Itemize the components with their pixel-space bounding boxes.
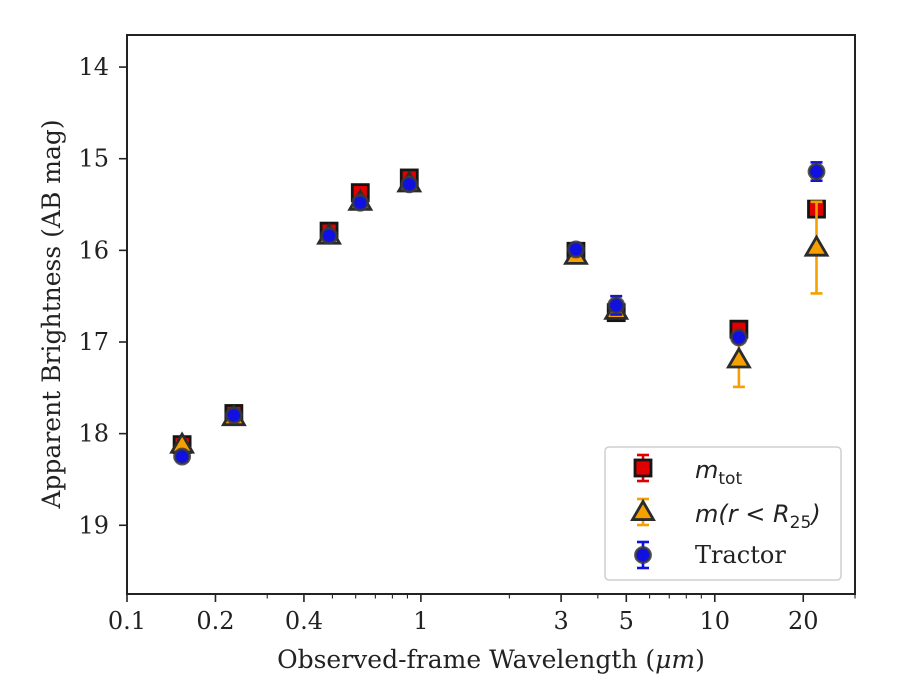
y-tick-label: 16 (78, 236, 109, 264)
data-markers (169, 161, 830, 466)
tractor-point (173, 447, 192, 466)
plot-area (126, 34, 856, 595)
tractor-point (729, 328, 748, 347)
x-axis-label: Observed-frame Wavelength (μm) (277, 645, 705, 674)
legend-label-mr25: m(r < R25) (695, 500, 821, 533)
y-axis: 14 15 16 17 18 19 (78, 53, 127, 539)
series-mtot (172, 168, 826, 455)
x-tick-label: 1 (413, 607, 428, 635)
plot-frame (126, 34, 856, 595)
legend-marker (634, 546, 652, 564)
x-tick-label: 0.4 (285, 607, 323, 635)
mr25-point (725, 346, 752, 369)
legend-symbol-tractor (634, 540, 652, 570)
x-tick-label: 5 (619, 607, 634, 635)
legend-symbol-mtot (633, 453, 653, 483)
x-tick-label: 3 (553, 607, 568, 635)
tractor-point (400, 175, 419, 194)
tractor-point (224, 406, 243, 425)
x-tick-label: 20 (788, 607, 819, 635)
y-axis-label: Apparent Brightness (AB mag) (37, 119, 66, 509)
legend-label-tractor: Tractor (695, 541, 786, 569)
legend-symbol-mr25 (630, 497, 656, 527)
mr25-point (803, 234, 830, 257)
legend: mtot m(r < R25) Tractor (604, 446, 842, 581)
legend-box (604, 446, 842, 581)
x-tick-label: 0.2 (196, 607, 234, 635)
y-tick-label: 18 (78, 420, 109, 448)
series-mr25 (169, 170, 830, 454)
y-tick-label: 15 (78, 145, 109, 173)
legend-marker (633, 458, 653, 478)
x-tick-label: 10 (700, 607, 731, 635)
legend-label-mtot: mtot (695, 456, 742, 489)
tractor-point (351, 193, 370, 212)
tractor-point (807, 162, 826, 181)
legend-marker (630, 498, 656, 521)
series-tractor (173, 161, 826, 466)
tractor-point (320, 226, 338, 245)
tractor-point (607, 296, 626, 315)
y-tick-label: 19 (78, 511, 109, 539)
y-tick-label: 14 (78, 53, 109, 81)
x-tick-label: 0.1 (108, 607, 146, 635)
y-tick-label: 17 (78, 328, 109, 356)
tractor-point (567, 240, 585, 259)
x-axis: 0.1 0.2 0.4 1 3 5 10 20 (108, 594, 856, 635)
